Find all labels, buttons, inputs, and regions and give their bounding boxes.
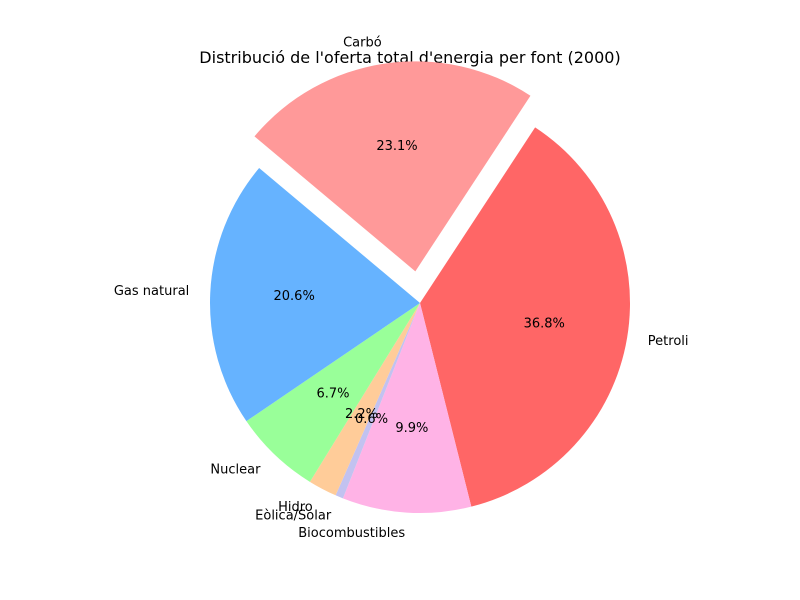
pie-slice-gas-natural	[209, 168, 420, 422]
pie-slice-hidro	[309, 303, 420, 496]
pct-label-hidro: 2.2%	[345, 407, 378, 422]
pct-label-petroli: 36.8%	[524, 316, 565, 331]
pie-slice-nuclear	[246, 303, 420, 482]
slice-label-petroli: Petroli	[648, 334, 689, 349]
pct-label-eolica-solar: 0.6%	[355, 412, 388, 427]
pie-slice-biocombustibles	[342, 303, 472, 514]
pct-label-nuclear: 6.7%	[316, 387, 349, 402]
slice-label-hidro: Hidro	[278, 500, 313, 515]
pie-slices	[209, 61, 630, 514]
pie-labels: Carbó 23.1% Petroli 36.8% Biocombustibles 9.9…	[114, 35, 689, 541]
slice-label-eolica-solar: Eòlica/Solar	[255, 509, 332, 524]
pct-label-biocombustibles: 9.9%	[395, 421, 428, 436]
pct-label-carbo: 23.1%	[376, 139, 417, 154]
slice-label-carbo: Carbó	[343, 35, 382, 50]
slice-label-gas-natural: Gas natural	[114, 284, 189, 299]
chart-title: Distribució de l'oferta total d'energia …	[199, 48, 620, 67]
slice-label-nuclear: Nuclear	[210, 463, 261, 478]
pie-slice-carbo	[254, 61, 531, 272]
pct-label-gas-natural: 20.6%	[274, 289, 315, 304]
pie-slice-petroli	[420, 127, 630, 507]
pie-slice-eolica-solar	[335, 303, 420, 499]
slice-label-biocombustibles: Biocombustibles	[298, 526, 405, 541]
